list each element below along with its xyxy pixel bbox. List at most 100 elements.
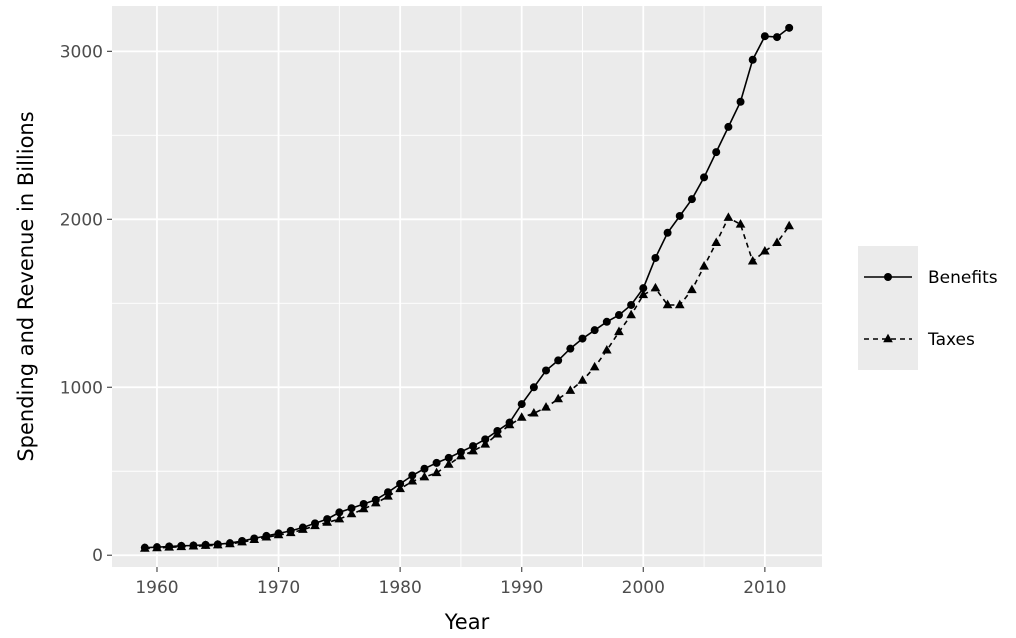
x-tick-label: 2010 <box>743 578 786 598</box>
legend-label-taxes: Taxes <box>927 330 975 350</box>
data-point-taxes <box>601 345 612 354</box>
data-point-taxes <box>431 467 442 477</box>
data-point-benefits <box>335 508 344 517</box>
data-point-taxes <box>614 326 624 336</box>
data-point-taxes <box>650 282 661 292</box>
x-tick-label: 1960 <box>135 578 178 598</box>
data-point-taxes <box>310 520 320 530</box>
data-point-benefits <box>566 344 575 353</box>
data-point-taxes <box>699 261 709 270</box>
data-point-benefits <box>651 253 660 262</box>
data-point-taxes <box>529 408 539 417</box>
data-point-taxes <box>249 534 260 544</box>
data-point-taxes <box>176 541 187 551</box>
data-point-benefits <box>347 504 356 513</box>
data-point-taxes <box>674 299 685 309</box>
data-point-taxes <box>261 531 272 541</box>
data-point-benefits <box>432 458 441 467</box>
data-point-benefits <box>444 453 453 462</box>
data-point-taxes <box>553 393 564 403</box>
data-point-benefits <box>736 97 745 106</box>
y-tick-label: 2000 <box>60 210 103 230</box>
data-point-taxes <box>419 471 430 481</box>
data-point-taxes <box>456 450 466 460</box>
data-point-taxes <box>504 419 515 429</box>
data-point-benefits <box>578 334 587 343</box>
y-tick-label: 1000 <box>60 378 103 398</box>
data-point-benefits <box>602 317 611 326</box>
data-point-benefits <box>712 148 721 157</box>
data-point-taxes <box>188 541 199 550</box>
data-point-benefits <box>687 195 696 204</box>
data-point-taxes <box>760 245 770 255</box>
y-tick-label: 3000 <box>60 42 103 62</box>
data-point-benefits <box>420 464 429 473</box>
data-point-benefits <box>542 366 551 375</box>
data-point-benefits <box>785 23 794 32</box>
data-point-taxes <box>164 542 174 551</box>
data-point-taxes <box>225 538 235 548</box>
data-point-benefits <box>517 400 526 409</box>
data-point-taxes <box>589 361 600 371</box>
data-point-taxes <box>200 540 211 549</box>
data-point-taxes <box>565 385 576 394</box>
data-point-taxes <box>298 524 308 533</box>
data-point-taxes <box>358 503 369 513</box>
data-point-taxes <box>212 539 223 549</box>
legend-label-benefits: Benefits <box>928 268 998 288</box>
data-point-taxes <box>662 299 673 309</box>
data-point-taxes <box>772 237 782 247</box>
data-point-benefits <box>760 32 769 41</box>
data-point-benefits <box>773 33 782 42</box>
data-point-taxes <box>577 375 588 384</box>
data-point-benefits <box>748 55 757 64</box>
data-point-taxes <box>322 517 333 526</box>
grid-minor <box>112 6 822 567</box>
data-point-taxes <box>723 212 734 221</box>
legend: Benefits Taxes <box>858 246 998 370</box>
y-axis: 0 1000 2000 3000 <box>60 42 112 566</box>
data-point-taxes <box>273 529 284 539</box>
y-axis-title: Spending and Revenue in Billions <box>14 111 38 461</box>
data-point-taxes <box>237 536 247 546</box>
data-point-benefits <box>614 311 623 320</box>
x-tick-label: 1970 <box>257 578 300 598</box>
data-point-taxes <box>383 491 393 500</box>
data-point-taxes <box>735 219 746 228</box>
data-point-taxes <box>370 497 381 507</box>
legend-marker-taxes <box>883 333 893 343</box>
data-point-taxes <box>516 412 527 421</box>
data-point-taxes <box>638 289 649 299</box>
x-axis: 1960 1970 1980 1990 2000 2010 <box>135 567 786 598</box>
series-layer <box>139 23 795 552</box>
data-point-taxes <box>711 237 722 247</box>
x-tick-label: 1990 <box>500 578 543 598</box>
data-point-benefits <box>639 284 648 293</box>
data-point-taxes <box>139 543 150 552</box>
data-point-taxes <box>152 542 162 552</box>
data-point-taxes <box>492 429 503 438</box>
data-point-taxes <box>407 476 418 485</box>
data-point-benefits <box>627 300 636 309</box>
data-point-taxes <box>285 527 296 537</box>
data-point-taxes <box>468 445 478 455</box>
x-tick-label: 2000 <box>622 578 665 598</box>
data-point-taxes <box>395 483 405 493</box>
plot-panel <box>112 6 822 567</box>
series-line-taxes <box>144 216 790 550</box>
data-point-benefits <box>408 471 417 480</box>
data-point-taxes <box>687 284 697 294</box>
data-point-benefits <box>663 228 672 237</box>
data-point-taxes <box>443 459 454 468</box>
data-point-taxes <box>334 513 345 523</box>
data-point-benefits <box>724 122 733 131</box>
data-point-benefits <box>529 383 538 392</box>
data-point-taxes <box>784 220 795 230</box>
data-point-taxes <box>346 508 357 518</box>
x-tick-label: 1980 <box>379 578 422 598</box>
legend-marker-benefits <box>884 273 892 281</box>
y-tick-label: 0 <box>92 546 103 566</box>
data-point-benefits <box>554 356 563 365</box>
data-point-taxes <box>747 256 758 265</box>
